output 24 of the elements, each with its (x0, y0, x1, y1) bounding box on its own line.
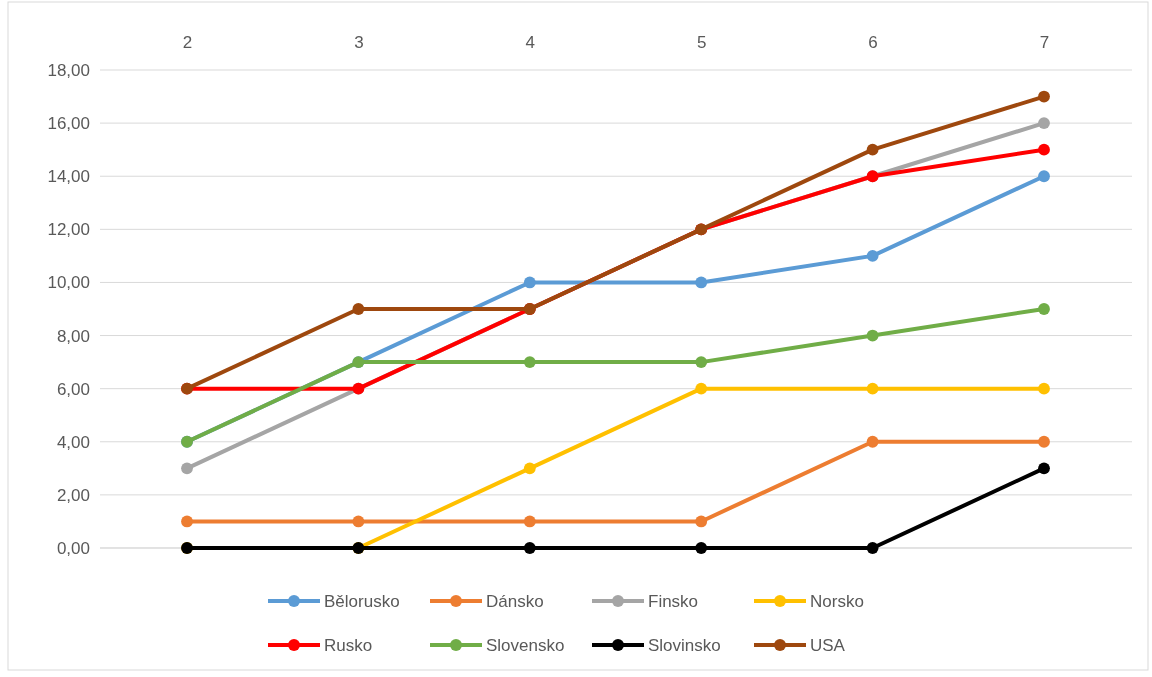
x-tick-label: 6 (868, 33, 878, 52)
legend-label: Rusko (324, 636, 373, 655)
x-tick-label: 5 (696, 33, 707, 52)
x-tick-label: 7 (1039, 33, 1050, 52)
x-tick-label: 4 (525, 33, 536, 52)
y-tick-label: 6,00 (56, 379, 90, 399)
legend-label: Bělorusko (324, 592, 400, 611)
y-tick-label: 2,00 (56, 485, 90, 505)
legend-label: Slovinsko (648, 636, 721, 655)
legend-label: USA (810, 636, 846, 655)
y-tick-label: 10,00 (47, 273, 90, 293)
y-tick-label: 8,00 (56, 326, 90, 346)
legend-label: Slovensko (486, 636, 565, 655)
legend-label: Dánsko (486, 592, 544, 611)
x-tick-label: 3 (354, 33, 364, 52)
y-tick-label: 16,00 (47, 114, 90, 134)
y-tick-label: 18,00 (47, 60, 90, 80)
y-tick-label: 12,00 (47, 220, 90, 240)
legend-label: Finsko (648, 592, 699, 611)
y-tick-label: 0,00 (56, 538, 90, 558)
y-tick-label: 14,00 (47, 167, 90, 187)
x-tick-label: 2 (182, 33, 193, 52)
legend-label: Norsko (810, 592, 864, 611)
y-tick-label: 4,00 (56, 432, 90, 452)
